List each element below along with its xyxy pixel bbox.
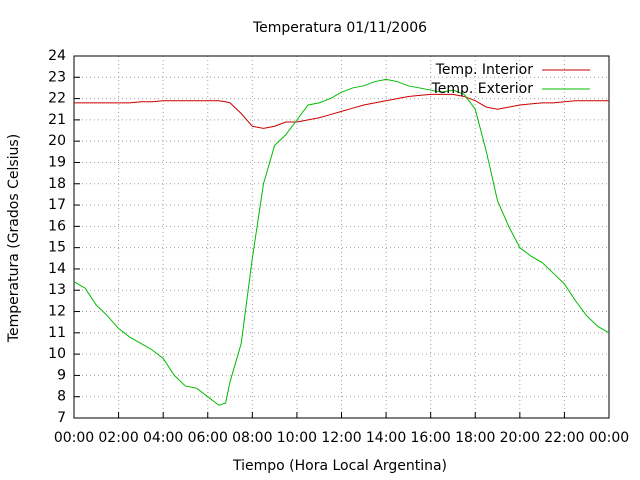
x-tick-label: 06:00: [188, 430, 228, 446]
y-tick-label: 15: [48, 240, 66, 256]
x-tick-label: 04:00: [143, 430, 183, 446]
x-axis-label: Tiempo (Hora Local Argentina): [232, 458, 447, 474]
y-axis-label: Temperatura (Grados Celsius): [6, 134, 22, 343]
y-tick-label: 18: [48, 176, 66, 192]
y-tick-label: 10: [48, 346, 66, 362]
y-tick-label: 24: [48, 48, 66, 64]
y-tick-label: 19: [48, 154, 66, 170]
x-tick-label: 20:00: [500, 430, 540, 446]
y-tick-label: 17: [48, 197, 66, 213]
y-tick-label: 7: [57, 410, 66, 426]
y-tick-label: 14: [48, 261, 66, 277]
data-line: [74, 93, 609, 129]
y-tick-label: 11: [48, 325, 66, 341]
x-tick-label: 08:00: [232, 430, 272, 446]
x-tick-label: 10:00: [277, 430, 317, 446]
x-tick-label: 00:00: [589, 430, 629, 446]
y-tick-label: 21: [48, 112, 66, 128]
x-tick-label: 18:00: [455, 430, 495, 446]
y-tick-label: 20: [48, 133, 66, 149]
y-tick-label: 16: [48, 218, 66, 234]
y-tick-label: 13: [48, 282, 66, 298]
x-tick-label: 16:00: [410, 430, 450, 446]
x-tick-label: 00:00: [54, 430, 94, 446]
y-tick-label: 23: [48, 69, 66, 85]
legend-label: Temp. Exterior: [431, 81, 534, 97]
x-tick-label: 02:00: [98, 430, 138, 446]
y-tick-label: 22: [48, 91, 66, 107]
y-tick-label: 12: [48, 304, 66, 320]
y-tick-label: 8: [57, 389, 66, 405]
x-tick-label: 14:00: [366, 430, 406, 446]
legend-label: Temp. Interior: [435, 62, 534, 78]
x-tick-label: 22:00: [544, 430, 584, 446]
chart-title: Temperatura 01/11/2006: [252, 20, 427, 36]
data-line: [73, 78, 610, 406]
y-tick-label: 9: [57, 367, 66, 383]
plot-frame: [73, 55, 610, 419]
x-tick-label: 12:00: [321, 430, 361, 446]
